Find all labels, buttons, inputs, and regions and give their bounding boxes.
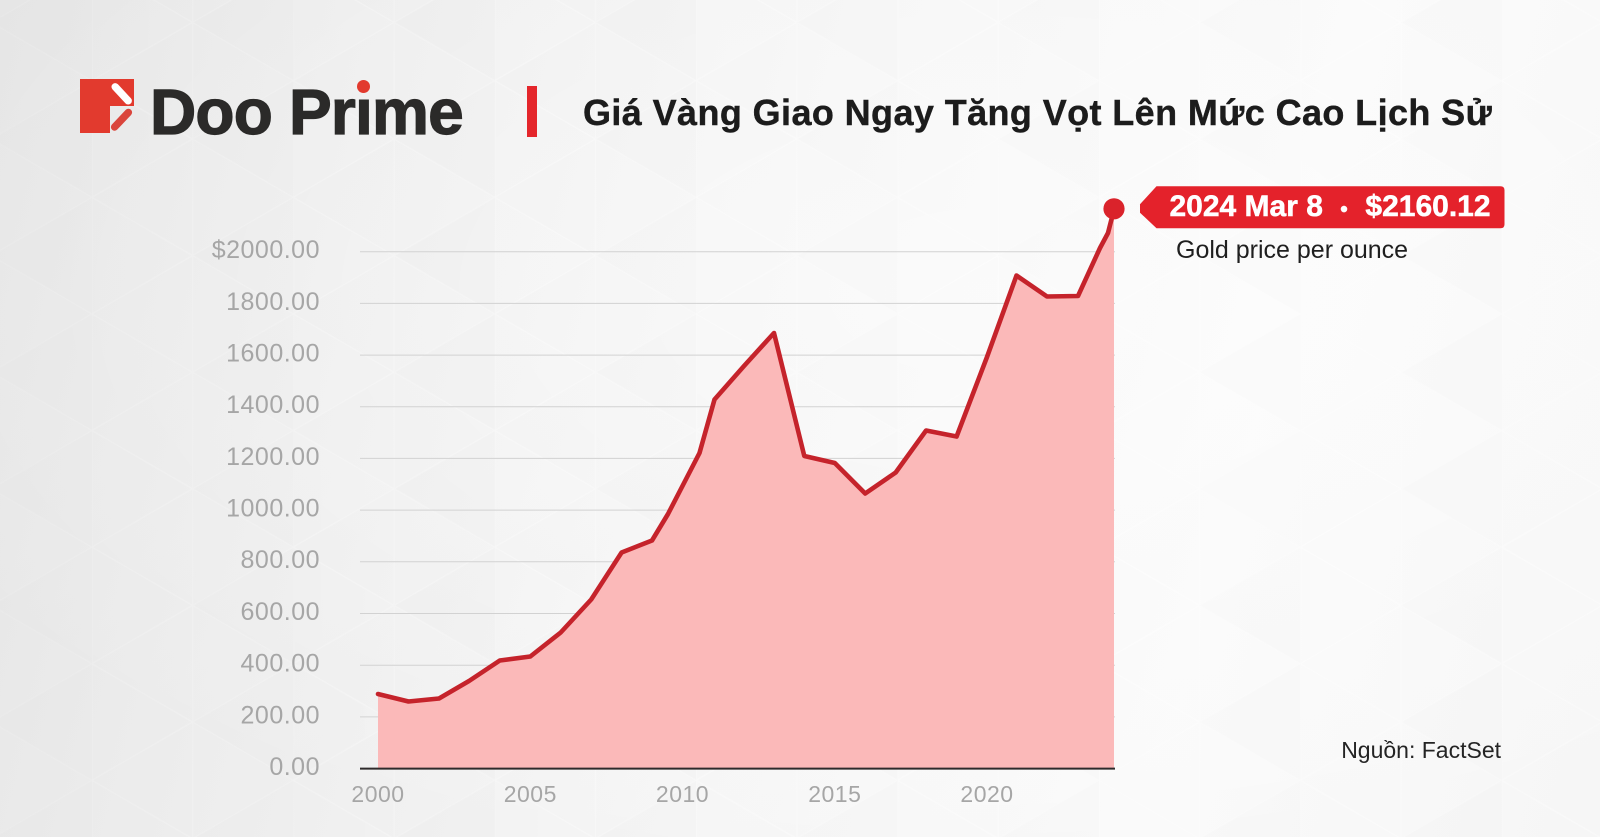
svg-text:2000: 2000 <box>351 781 404 807</box>
svg-text:800.00: 800.00 <box>241 546 320 574</box>
svg-text:$2000.00: $2000.00 <box>212 236 320 264</box>
svg-text:2005: 2005 <box>504 781 557 807</box>
svg-text:600.00: 600.00 <box>241 598 320 626</box>
svg-text:1600.00: 1600.00 <box>226 340 320 368</box>
svg-text:1800.00: 1800.00 <box>226 288 320 316</box>
svg-text:1200.00: 1200.00 <box>226 443 320 471</box>
svg-text:1400.00: 1400.00 <box>226 391 320 419</box>
svg-text:400.00: 400.00 <box>241 650 320 678</box>
svg-text:1000.00: 1000.00 <box>226 495 320 523</box>
svg-text:0.00: 0.00 <box>269 753 320 781</box>
svg-text:2010: 2010 <box>656 781 709 807</box>
svg-text:2020: 2020 <box>960 781 1013 807</box>
svg-text:200.00: 200.00 <box>241 701 320 729</box>
svg-text:2015: 2015 <box>808 781 861 807</box>
